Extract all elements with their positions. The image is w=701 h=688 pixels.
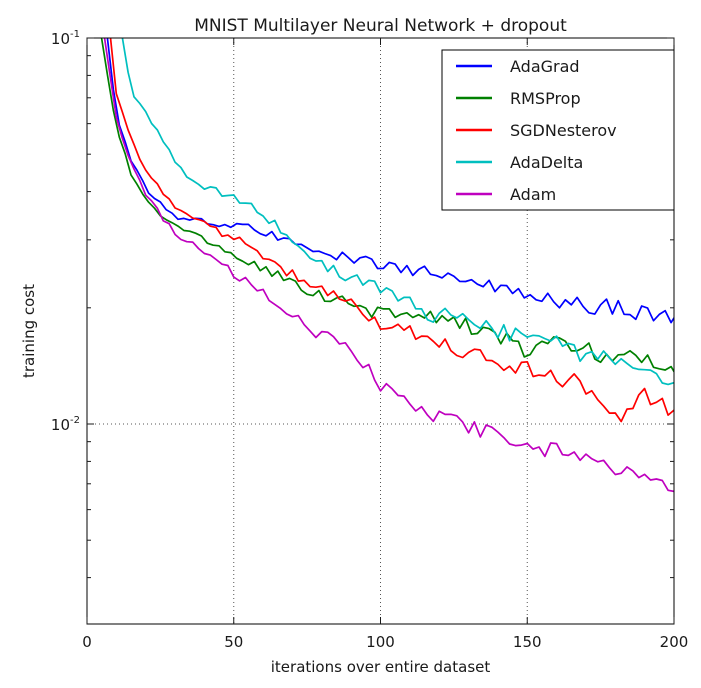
series-line-rmsprop: [100, 38, 674, 373]
tick-marks: [86, 37, 675, 624]
x-tick-label-200: 200: [660, 633, 689, 651]
legend-label-adadelta: AdaDelta: [510, 153, 583, 172]
legend-label-rmsprop: RMSProp: [510, 89, 581, 108]
y-tick-label-1e-1: 10-1: [51, 29, 80, 48]
x-tick-label-150: 150: [513, 633, 542, 651]
y-axis-label: training cost: [20, 284, 38, 378]
legend-label-adagrad: AdaGrad: [510, 57, 580, 76]
legend-label-adam: Adam: [510, 185, 556, 204]
chart-title: MNIST Multilayer Neural Network + dropou…: [194, 16, 567, 36]
legend-label-sgdnesterov: SGDNesterov: [510, 121, 617, 140]
series-line-adadelta: [121, 38, 674, 386]
gridlines: [87, 38, 674, 624]
y-tick-label-1e-2: 10-2: [51, 415, 80, 434]
x-tick-label-0: 0: [82, 633, 92, 651]
series-lines: [100, 38, 674, 493]
x-axis-label: iterations over entire dataset: [271, 658, 491, 676]
series-line-sgdnesterov: [109, 38, 674, 423]
x-tick-label-50: 50: [224, 633, 243, 651]
series-line-adam: [103, 38, 674, 493]
legend: AdaGrad RMSProp SGDNesterov AdaDelta Ada…: [441, 49, 675, 211]
x-tick-label-100: 100: [366, 633, 395, 651]
